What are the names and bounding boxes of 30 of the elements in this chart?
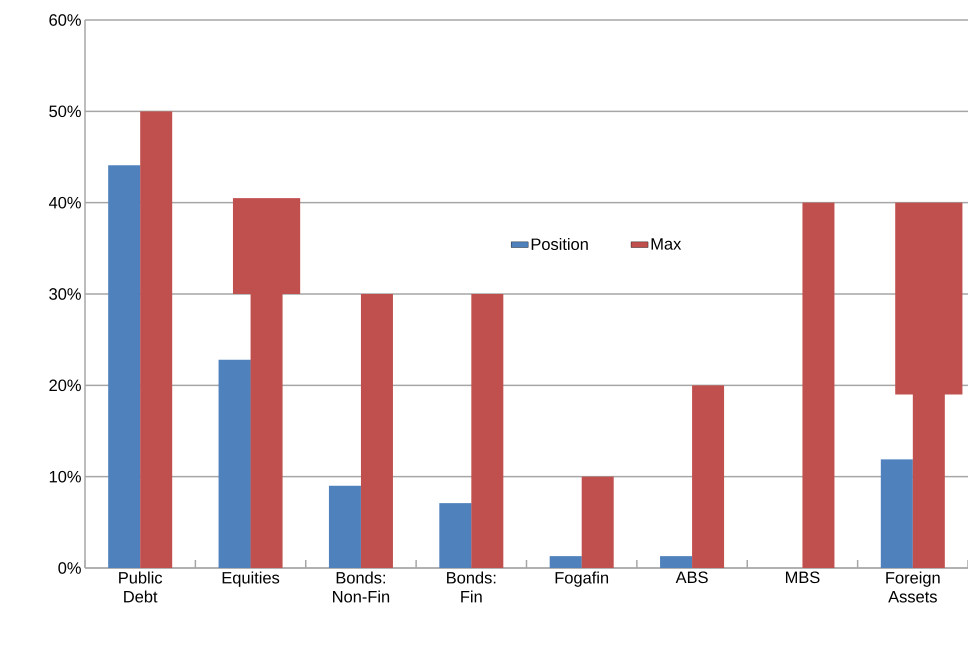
x-tick-label: Fogafin [556,572,608,587]
bar [692,385,724,568]
y-tick-label: 50% [49,106,81,118]
y-tick-label: 30% [49,288,81,300]
bar [360,294,393,568]
x-tick-label: Foreign Assets [886,572,940,603]
x-tick-label: MBS [786,572,820,584]
y-tick-label: 40% [48,196,81,208]
bar [471,294,504,568]
bar [550,556,582,568]
x-tick-label: Bonds: Fin [447,572,496,602]
bar [582,476,614,568]
bar [439,503,472,568]
x-tick-label: Equities [222,572,280,587]
y-tick-label: 20% [49,380,81,392]
bar [108,165,140,568]
y-tick-label: 0% [58,562,81,574]
bar [140,111,172,568]
bar [880,459,913,568]
y-tick-label: 10% [50,470,81,482]
x-tick-label: Public Debt [119,572,162,603]
bar [660,556,692,568]
legend-label: Position [532,238,588,250]
bar [802,202,834,568]
x-tick-label: ABS [676,572,708,584]
bar [218,360,251,568]
y-tick-label: 60% [49,14,81,26]
legend-label: Max [652,238,682,250]
x-tick-label: Bonds: Non-Fin [333,572,390,603]
bar [328,486,361,568]
